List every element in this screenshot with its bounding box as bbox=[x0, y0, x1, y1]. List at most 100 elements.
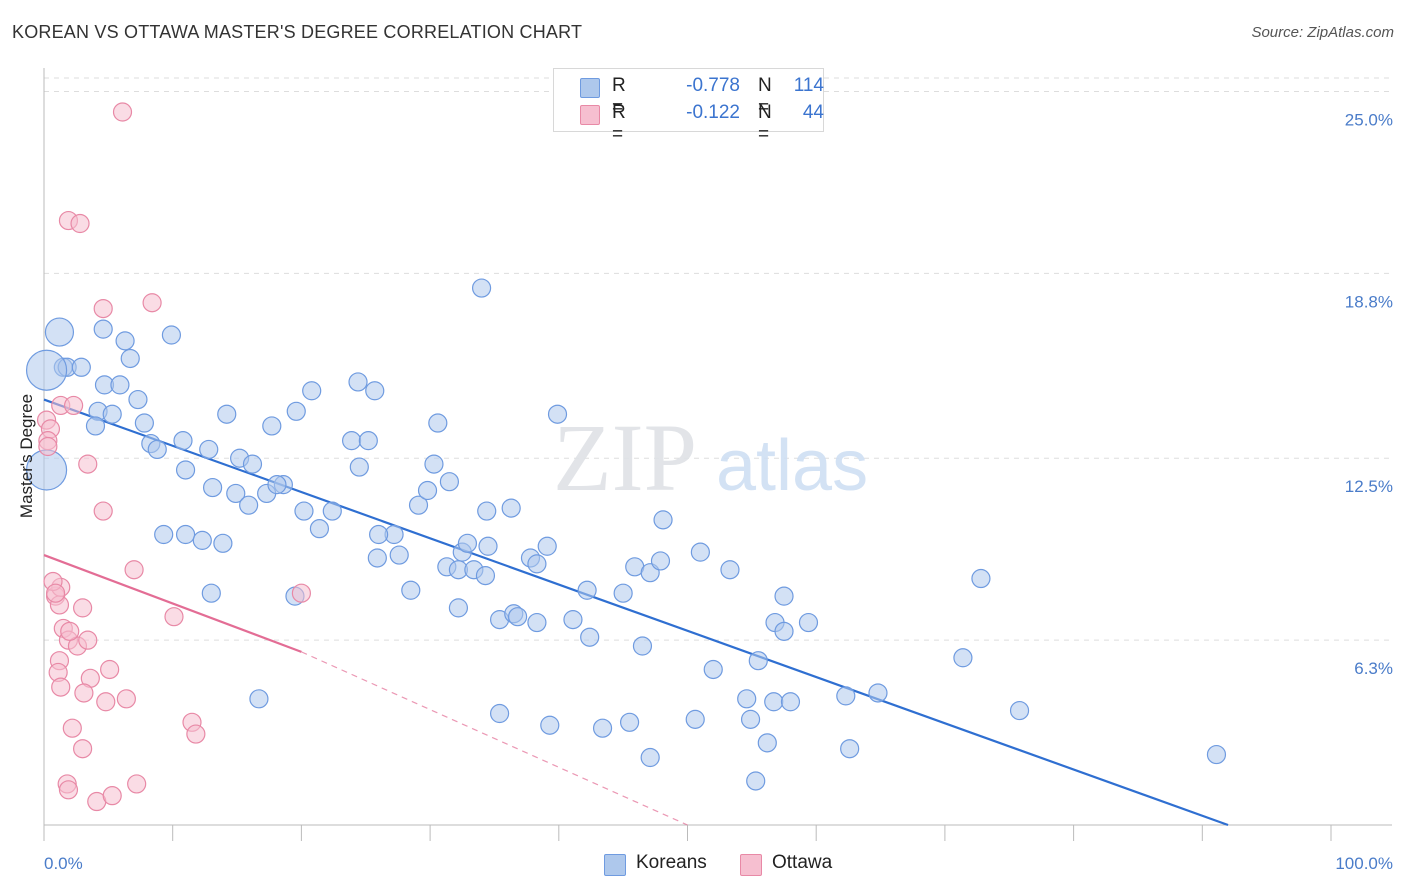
ottawa-point bbox=[78, 630, 98, 650]
korean-point bbox=[868, 683, 888, 703]
korean-point bbox=[650, 551, 671, 571]
korean-point bbox=[780, 692, 801, 712]
korean-point bbox=[471, 278, 492, 298]
korean-point bbox=[477, 501, 497, 521]
korean-point bbox=[201, 583, 221, 603]
source-credit: Source: ZipAtlas.com bbox=[1251, 24, 1394, 41]
korean-point bbox=[401, 580, 421, 600]
korean-point bbox=[134, 413, 154, 433]
ottawa-point bbox=[93, 501, 113, 521]
korean-point bbox=[690, 542, 710, 562]
korean-point bbox=[840, 739, 860, 759]
ottawa-point bbox=[96, 692, 116, 712]
y-tick-label: 12.5% bbox=[1345, 477, 1393, 496]
ottawa-point bbox=[73, 598, 93, 618]
korean-point bbox=[71, 357, 91, 377]
korean-point bbox=[424, 454, 444, 474]
korean-point bbox=[262, 416, 282, 436]
korean-point bbox=[448, 598, 469, 618]
korean-point bbox=[147, 439, 167, 460]
korean-point bbox=[540, 715, 560, 735]
korean-point bbox=[720, 560, 740, 580]
korean-point bbox=[348, 372, 368, 392]
korean-point bbox=[547, 404, 568, 424]
korean-trend-line bbox=[43, 398, 1229, 827]
ottawa-point bbox=[142, 293, 162, 313]
korean-point bbox=[309, 519, 330, 539]
ottawa-legend-swatch bbox=[740, 854, 762, 876]
y-axis-title: Master's Degree bbox=[17, 394, 36, 518]
korean-point bbox=[748, 651, 768, 671]
ottawa-point bbox=[100, 659, 120, 680]
x-tick-label-max: 100.0% bbox=[1335, 854, 1393, 873]
ottawa-point bbox=[38, 436, 58, 457]
korean-point bbox=[971, 568, 991, 589]
ottawa-point bbox=[112, 102, 133, 122]
chart-title: KOREAN VS OTTAWA MASTER'S DEGREE CORRELA… bbox=[12, 22, 583, 42]
korean-point bbox=[286, 401, 306, 421]
legend-n-value: 44 bbox=[802, 102, 824, 123]
korean-point bbox=[417, 480, 438, 501]
korean-point bbox=[774, 586, 794, 606]
korean-point bbox=[527, 554, 547, 574]
korean-point bbox=[102, 404, 122, 424]
korean-point bbox=[798, 612, 819, 633]
legend-r-value: -0.778 bbox=[686, 75, 740, 96]
korean-point bbox=[365, 381, 385, 401]
correlation-legend: R = -0.778 N = 114 R = -0.122 N = 44 bbox=[553, 68, 824, 145]
korean-point bbox=[508, 607, 528, 627]
ottawa-point bbox=[78, 454, 98, 474]
korean-point bbox=[213, 533, 233, 553]
korean-point bbox=[953, 648, 973, 668]
ottawa-trend-extension bbox=[301, 651, 688, 826]
korean-point bbox=[128, 389, 148, 410]
korean-point bbox=[836, 686, 856, 706]
legend-r-label: R = bbox=[612, 75, 626, 118]
legend-n-label: N = bbox=[758, 102, 772, 145]
y-tick-label: 18.8% bbox=[1345, 292, 1393, 311]
korean-point bbox=[367, 548, 387, 568]
ottawa-point bbox=[93, 298, 113, 319]
legend-n-value: 114 bbox=[793, 75, 824, 96]
korean-point bbox=[619, 712, 640, 732]
y-tick-label: 6.3% bbox=[1354, 659, 1393, 678]
legend-n-label: N = bbox=[758, 75, 772, 118]
korean-point bbox=[161, 325, 182, 345]
korean-point bbox=[239, 495, 259, 515]
ottawa-point bbox=[51, 677, 71, 697]
ottawa-point bbox=[291, 583, 311, 603]
korean-point bbox=[192, 530, 212, 550]
ottawa-legend-label: Ottawa bbox=[772, 852, 833, 873]
korean-point bbox=[173, 431, 193, 451]
korean-point bbox=[640, 747, 660, 768]
korean-point bbox=[25, 349, 68, 391]
koreans-legend-label: Koreans bbox=[636, 852, 707, 873]
x-tick-label-min: 0.0% bbox=[44, 854, 83, 873]
korean-point bbox=[703, 659, 723, 680]
watermark: ZIP atlas bbox=[553, 404, 868, 511]
korean-point bbox=[580, 627, 600, 647]
korean-point bbox=[349, 457, 369, 477]
korean-point bbox=[757, 733, 777, 753]
korean-point bbox=[358, 431, 378, 451]
korean-point bbox=[653, 510, 673, 530]
korean-point bbox=[154, 524, 174, 545]
korean-point bbox=[120, 348, 140, 369]
korean-point bbox=[408, 495, 429, 515]
korean-point bbox=[249, 689, 269, 709]
korean-point bbox=[740, 709, 761, 729]
korean-point bbox=[439, 472, 460, 492]
ottawa-point bbox=[102, 786, 122, 806]
korean-point bbox=[613, 583, 633, 603]
korean-point bbox=[501, 498, 521, 518]
korean-point bbox=[489, 703, 510, 724]
korean-point bbox=[746, 771, 766, 791]
ottawa-point bbox=[73, 739, 93, 759]
ottawa-point bbox=[127, 774, 147, 794]
korean-point bbox=[475, 566, 496, 586]
ottawa-point bbox=[45, 583, 66, 603]
label-layer: 6.3% 12.5% 18.8% 25.0% 0.0% 100.0% bbox=[44, 110, 1393, 873]
korean-point bbox=[577, 580, 597, 600]
korean-point bbox=[1009, 700, 1030, 721]
korean-point bbox=[226, 483, 246, 504]
